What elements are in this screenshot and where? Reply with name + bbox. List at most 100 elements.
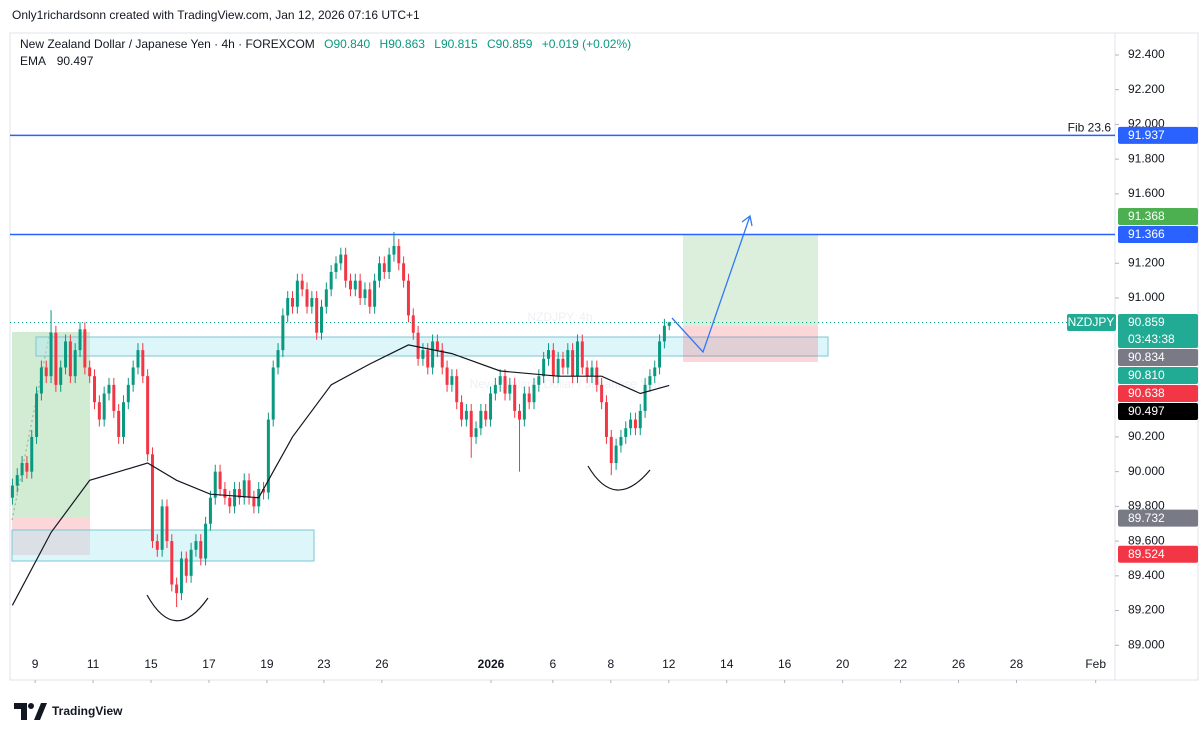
long-position-stop <box>683 326 818 362</box>
candle-body <box>117 410 121 437</box>
candle-body <box>121 402 125 437</box>
price-label: 90.810 <box>1128 368 1165 382</box>
candle-body <box>88 367 92 377</box>
candle-body <box>348 280 352 290</box>
candle-body <box>455 376 459 403</box>
x-tick-label: 16 <box>778 657 792 671</box>
candle-body <box>315 298 319 333</box>
price-label-box <box>1118 367 1198 385</box>
candle-body <box>208 497 212 524</box>
y-tick-label: 91.800 <box>1128 151 1165 165</box>
candle-body <box>150 454 154 542</box>
price-label-box <box>1118 385 1198 403</box>
legend-value: 90.497 <box>57 54 94 68</box>
candle-body <box>440 350 444 368</box>
x-tick-label: 6 <box>549 657 556 671</box>
candle-body <box>392 245 396 255</box>
candle-body <box>566 350 570 368</box>
price-label-box <box>1118 349 1198 367</box>
position-line <box>11 331 51 521</box>
x-tick-label: 26 <box>375 657 389 671</box>
candle-body <box>387 254 391 272</box>
candle-body <box>295 280 299 307</box>
candle-body <box>629 419 633 429</box>
candle-body <box>344 254 348 281</box>
legend-entry: EMA <box>20 54 46 68</box>
curve <box>146 594 209 622</box>
candle-body <box>262 489 266 493</box>
symbol-tag: NZDJPY <box>1068 315 1115 329</box>
ema-legend: EMA 90.497 <box>20 54 94 68</box>
y-tick-label: 89.200 <box>1128 603 1165 617</box>
x-tick-label: Feb <box>1085 657 1106 671</box>
candle-body <box>30 436 34 472</box>
candle-body <box>324 289 328 307</box>
x-tick-label: 15 <box>144 657 158 671</box>
candle-body <box>189 549 193 576</box>
x-tick-label: 17 <box>202 657 216 671</box>
price-label: 91.368 <box>1128 209 1165 223</box>
legend-low: L90.815 <box>434 37 478 51</box>
candle-body <box>136 350 140 368</box>
price-label-box <box>1118 225 1198 243</box>
price-label-box <box>1118 207 1198 225</box>
candle-body <box>658 341 662 368</box>
candle-body <box>146 376 150 455</box>
credit: Only1richardsonn created with TradingVie… <box>12 8 420 22</box>
candle-body <box>155 541 159 550</box>
y-tick-label: 90.000 <box>1128 464 1165 478</box>
candle-body <box>286 298 290 316</box>
price-label: 90.834 <box>1128 350 1165 364</box>
candle-body <box>513 384 517 411</box>
brand: TradingView <box>52 704 123 718</box>
candle-body <box>469 410 473 437</box>
countdown: 03:43:38 <box>1128 332 1175 346</box>
candle-body <box>305 289 309 307</box>
y-tick-label: 89.600 <box>1128 533 1165 547</box>
candle-body <box>73 350 77 377</box>
candle-body <box>489 393 493 420</box>
candle-body <box>237 489 241 498</box>
candle-body <box>368 289 372 307</box>
candle-body <box>242 480 246 498</box>
candle-body <box>474 428 478 437</box>
candle-body <box>479 410 483 429</box>
candle-body <box>431 341 435 368</box>
candle-body <box>339 254 343 264</box>
candle-body <box>218 471 222 490</box>
ema-line <box>11 344 670 606</box>
y-tick-label: 91.200 <box>1128 255 1165 269</box>
candle-body <box>44 367 48 377</box>
candle-body <box>498 376 502 385</box>
candle-body <box>411 315 415 333</box>
candle-body <box>107 384 111 394</box>
price-label: 89.732 <box>1128 511 1165 525</box>
candle-body <box>643 384 647 411</box>
candle-body <box>542 358 546 377</box>
price-label: 91.366 <box>1128 227 1165 241</box>
candle-body <box>102 393 106 420</box>
candle-body <box>165 506 169 542</box>
y-tick-label: 91.000 <box>1128 290 1165 304</box>
candle-body <box>179 558 183 594</box>
candle-body <box>213 471 217 498</box>
candle-body <box>561 358 565 368</box>
x-tick-label: 14 <box>720 657 734 671</box>
candle-body <box>300 280 304 290</box>
candle-body <box>503 376 507 394</box>
projection-arrow <box>671 215 751 354</box>
candle-body <box>223 489 227 498</box>
candle-body <box>522 393 526 420</box>
candle-body <box>310 298 314 307</box>
x-tick-label: 22 <box>894 657 908 671</box>
legend-close: C90.859 <box>487 37 533 51</box>
arrow-head <box>741 214 753 227</box>
candle-body <box>25 462 29 472</box>
legend-change: +0.019 (+0.02%) <box>542 37 631 51</box>
watermark-symbol: NZDJPY, 4h <box>527 310 592 324</box>
candle-body <box>580 341 584 368</box>
candle-body <box>358 280 362 299</box>
price-label: 90.497 <box>1128 404 1165 418</box>
candle-body <box>35 393 39 437</box>
candle-body <box>126 384 130 403</box>
